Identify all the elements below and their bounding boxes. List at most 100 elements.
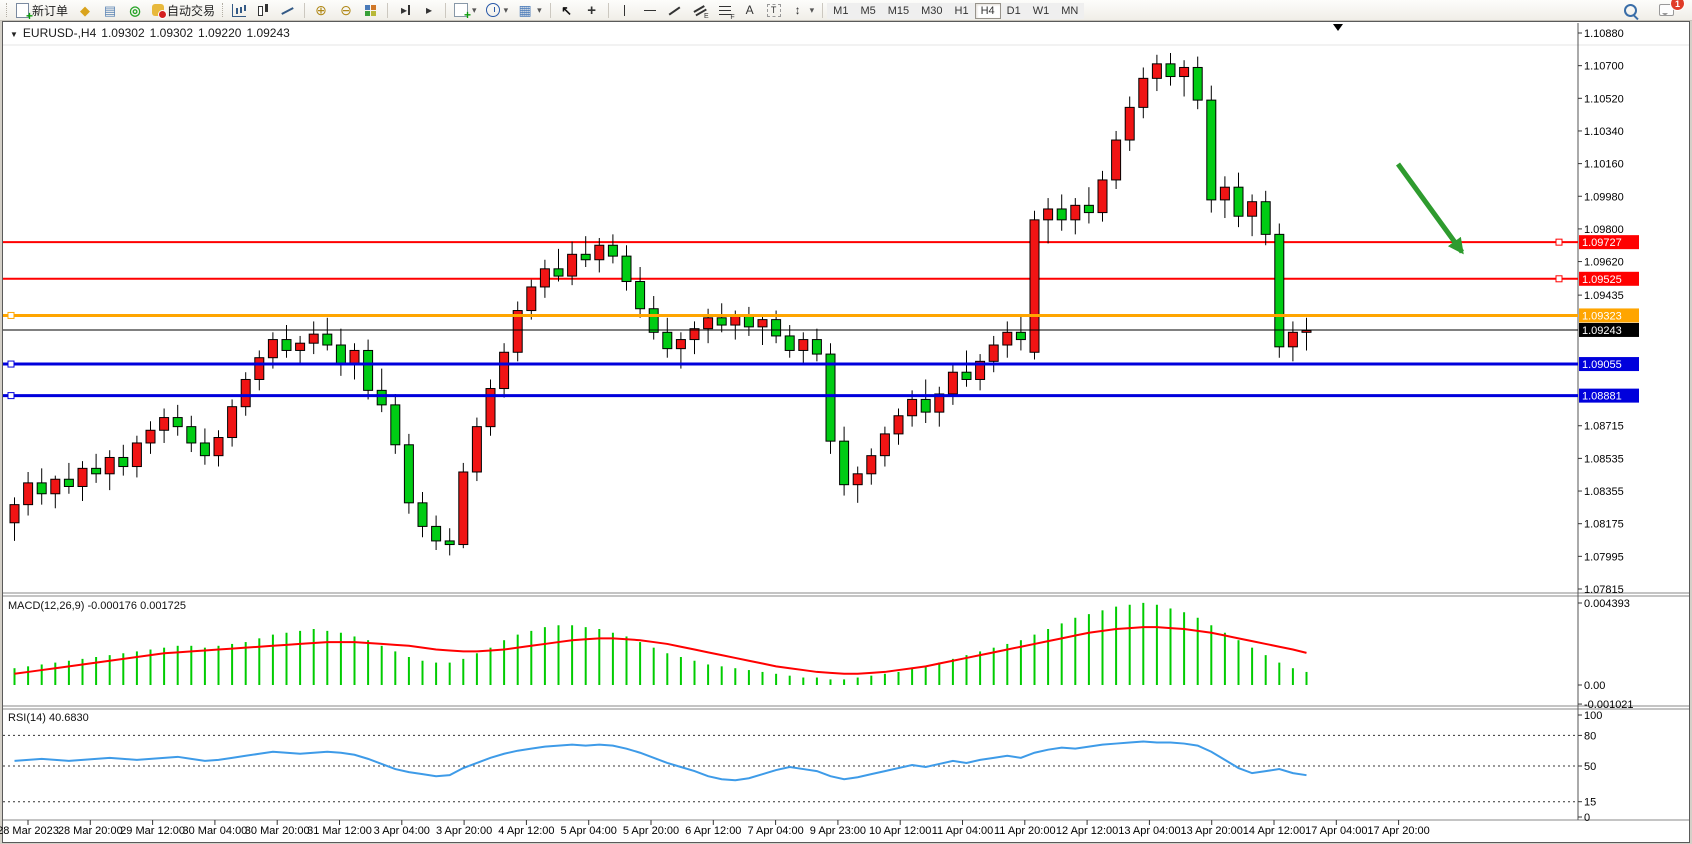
style-bucket-button[interactable]	[73, 1, 97, 19]
candle	[553, 268, 564, 277]
collapse-triangle-icon[interactable]	[10, 26, 18, 40]
candle	[131, 442, 142, 468]
time-label: 13 Apr 20:00	[1181, 825, 1243, 837]
signals-button[interactable]	[123, 1, 147, 19]
timeframe-group: M1 M5 M15 M30 H1 H4 D1 W1 MN	[827, 1, 1085, 19]
price-badge[interactable]	[1579, 235, 1639, 250]
candle	[1192, 66, 1203, 101]
time-label: 14 Apr 12:00	[1243, 825, 1305, 837]
search-button[interactable]	[1620, 1, 1641, 19]
auto-scroll-button[interactable]	[392, 1, 416, 19]
candle	[621, 255, 632, 283]
timeframe-M15[interactable]: M15	[881, 3, 916, 19]
price-badge-label: 1.09727	[1582, 237, 1622, 249]
candle	[281, 339, 292, 351]
timeframe-M30[interactable]: M30	[915, 3, 949, 19]
timeframe-D1[interactable]: D1	[1000, 3, 1027, 19]
zoom-in-button[interactable]	[309, 1, 333, 19]
candle	[716, 317, 727, 326]
hline-anchor[interactable]	[7, 392, 15, 400]
candle	[322, 333, 333, 346]
timeframe-M5[interactable]: M5	[854, 3, 882, 19]
add-indicator-button[interactable]: ▾	[450, 1, 481, 21]
price-badge-label: 1.09243	[1582, 325, 1622, 337]
bar-chart-button[interactable]	[228, 1, 250, 19]
timeframe-W1[interactable]: W1	[1026, 3, 1056, 19]
candle	[213, 437, 224, 457]
timeframe-H1[interactable]: H1	[948, 3, 975, 19]
channel-tool-button[interactable]	[688, 1, 712, 20]
candle	[539, 268, 550, 288]
timeframe-H4[interactable]: H4	[974, 3, 1001, 19]
hline-anchor[interactable]	[7, 360, 15, 368]
time-label: 30 Mar 20:00	[245, 825, 310, 837]
rsi-tick-label: 80	[1584, 730, 1596, 742]
price-tick-label: 1.07995	[1584, 551, 1624, 563]
periods-button[interactable]: ▾	[482, 1, 513, 19]
hline-anchor[interactable]	[7, 311, 15, 319]
trend-arrow[interactable]	[1395, 162, 1465, 255]
candle	[866, 455, 877, 475]
new-order-button[interactable]: 新订单	[12, 1, 72, 22]
candle	[580, 253, 591, 261]
zoom-out-button[interactable]	[334, 1, 358, 19]
candle	[363, 349, 374, 391]
notifications-button[interactable]: 1	[1655, 0, 1685, 19]
chart-shift-button[interactable]	[417, 1, 441, 19]
vertical-line-tool-button[interactable]	[613, 1, 637, 19]
price-tick-label: 1.10340	[1584, 126, 1624, 138]
candle	[839, 440, 850, 486]
price-badge[interactable]	[1579, 357, 1639, 372]
candle	[50, 478, 61, 495]
time-label: 6 Apr 12:00	[685, 825, 741, 837]
time-label: 28 Mar 2023	[0, 825, 59, 837]
candle	[499, 351, 510, 390]
tile-windows-button[interactable]	[359, 1, 383, 19]
cursor-tool-button[interactable]	[555, 1, 579, 19]
candle	[784, 335, 795, 351]
arrows-tool-button[interactable]: ▾	[786, 1, 819, 19]
price-badge[interactable]	[1579, 322, 1639, 337]
notification-badge: 1	[1670, 0, 1685, 11]
price-badge[interactable]	[1579, 388, 1639, 403]
time-label: 13 Apr 04:00	[1118, 825, 1180, 837]
candle	[852, 473, 863, 486]
price-badge[interactable]	[1579, 271, 1639, 286]
price-tick-label: 1.10700	[1584, 61, 1624, 73]
timeframe-MN[interactable]: MN	[1055, 3, 1085, 19]
candle	[1056, 208, 1067, 221]
hline-anchor[interactable]	[1555, 275, 1563, 283]
chart-shift-marker-icon[interactable]	[1333, 24, 1343, 31]
auto-trading-button[interactable]: 自动交易	[148, 1, 219, 19]
price-badge-label: 1.09055	[1582, 359, 1622, 371]
time-label: 30 Mar 04:00	[182, 825, 247, 837]
time-label: 29 Mar 12:00	[120, 825, 185, 837]
candle	[1274, 233, 1285, 348]
auto-trading-label: 自动交易	[167, 3, 216, 18]
time-label: 10 Apr 12:00	[869, 825, 931, 837]
publish-chart-icon	[102, 3, 118, 18]
horizontal-line-tool-button[interactable]	[638, 1, 662, 19]
text-tool-button[interactable]	[738, 1, 762, 19]
candle	[730, 315, 741, 326]
candle	[920, 398, 931, 413]
fibonacci-tool-button[interactable]	[713, 1, 737, 21]
hline-anchor[interactable]	[1555, 238, 1563, 246]
templates-button[interactable]: ▾	[513, 1, 546, 19]
candlestick-chart-button[interactable]	[251, 1, 275, 19]
time-label: 12 Apr 12:00	[1056, 825, 1118, 837]
publish-chart-button[interactable]	[98, 1, 122, 19]
trendline-tool-button[interactable]	[663, 1, 687, 19]
price-badge[interactable]	[1579, 308, 1639, 323]
time-label: 3 Apr 04:00	[374, 825, 430, 837]
cursor-icon	[559, 3, 575, 18]
text-label-tool-button[interactable]	[763, 1, 785, 19]
line-chart-button[interactable]	[276, 1, 300, 19]
candle	[1179, 66, 1190, 78]
timeframe-M1[interactable]: M1	[827, 3, 855, 19]
trendline-icon	[667, 3, 683, 18]
candlestick-icon	[255, 3, 271, 18]
chevron-down-icon: ▾	[472, 4, 477, 15]
crosshair-tool-button[interactable]	[580, 1, 604, 19]
